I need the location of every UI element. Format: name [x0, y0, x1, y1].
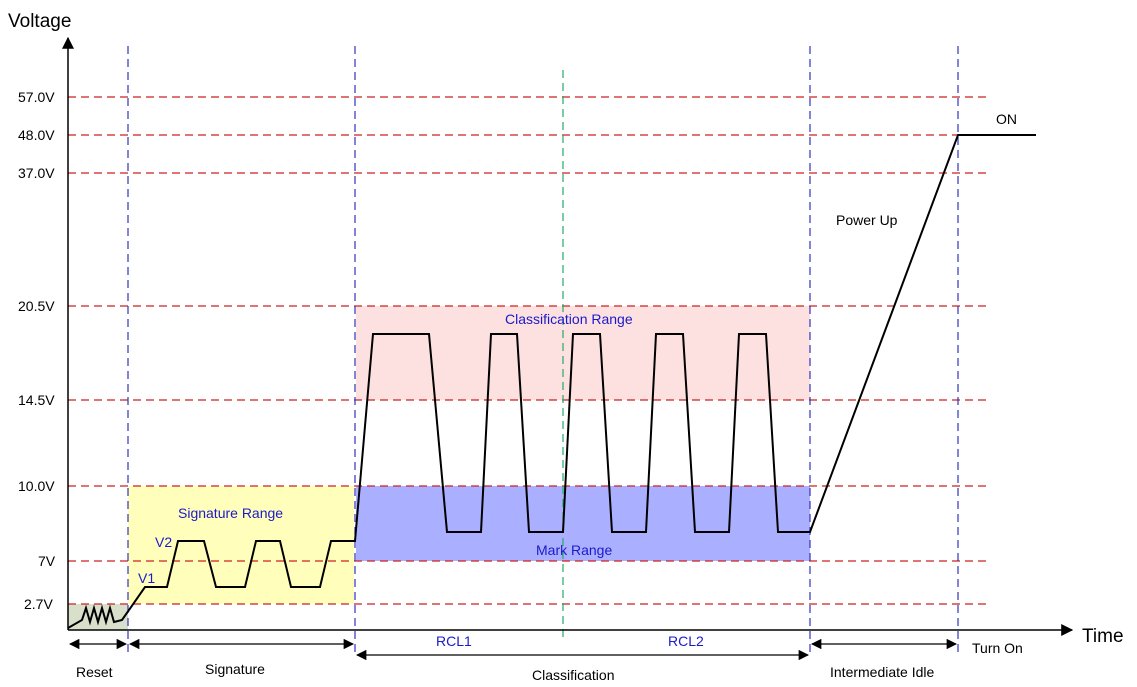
signature-range-region	[128, 486, 354, 604]
phase-dividers	[127, 46, 959, 655]
reset-phase-label: Reset	[76, 664, 113, 680]
label-57v: 57.0V	[18, 89, 55, 105]
y-axis-title: Voltage	[8, 11, 71, 32]
phase-duration-arrows	[68, 638, 958, 661]
signature-phase-label: Signature	[205, 661, 265, 677]
label-7v: 7V	[38, 553, 56, 569]
v2-label: V2	[155, 534, 172, 550]
on-label: ON	[996, 111, 1017, 127]
label-10v: 10.0V	[18, 478, 55, 494]
label-2-7v: 2.7V	[24, 596, 53, 612]
label-37v: 37.0V	[18, 165, 55, 181]
rcl1-label: RCL1	[436, 633, 472, 649]
power-up-label: Power Up	[836, 212, 898, 228]
classification-range-label: Classification Range	[505, 311, 633, 327]
label-48v: 48.0V	[18, 127, 55, 143]
reset-region	[68, 604, 128, 630]
turn-on-phase-label: Turn On	[972, 640, 1023, 656]
intermediate-idle-phase-label: Intermediate Idle	[830, 664, 934, 680]
label-14-5v: 14.5V	[18, 392, 55, 408]
label-20-5v: 20.5V	[18, 298, 55, 314]
signature-range-label: Signature Range	[178, 505, 283, 521]
voltage-level-lines	[68, 96, 990, 605]
phase-labels: Reset Signature Classification Intermedi…	[76, 640, 1023, 683]
classification-phase-label: Classification	[532, 667, 614, 682]
voltage-waveform	[67, 134, 1036, 629]
x-axis-title: Time	[1082, 626, 1124, 647]
voltage-labels: 57.0V 48.0V 37.0V 20.5V 14.5V 10.0V 7V 2…	[18, 89, 56, 612]
mark-range-label: Mark Range	[536, 542, 612, 558]
mark-range-region	[356, 486, 810, 561]
v1-label: V1	[138, 570, 155, 586]
rcl2-label: RCL2	[668, 633, 704, 649]
